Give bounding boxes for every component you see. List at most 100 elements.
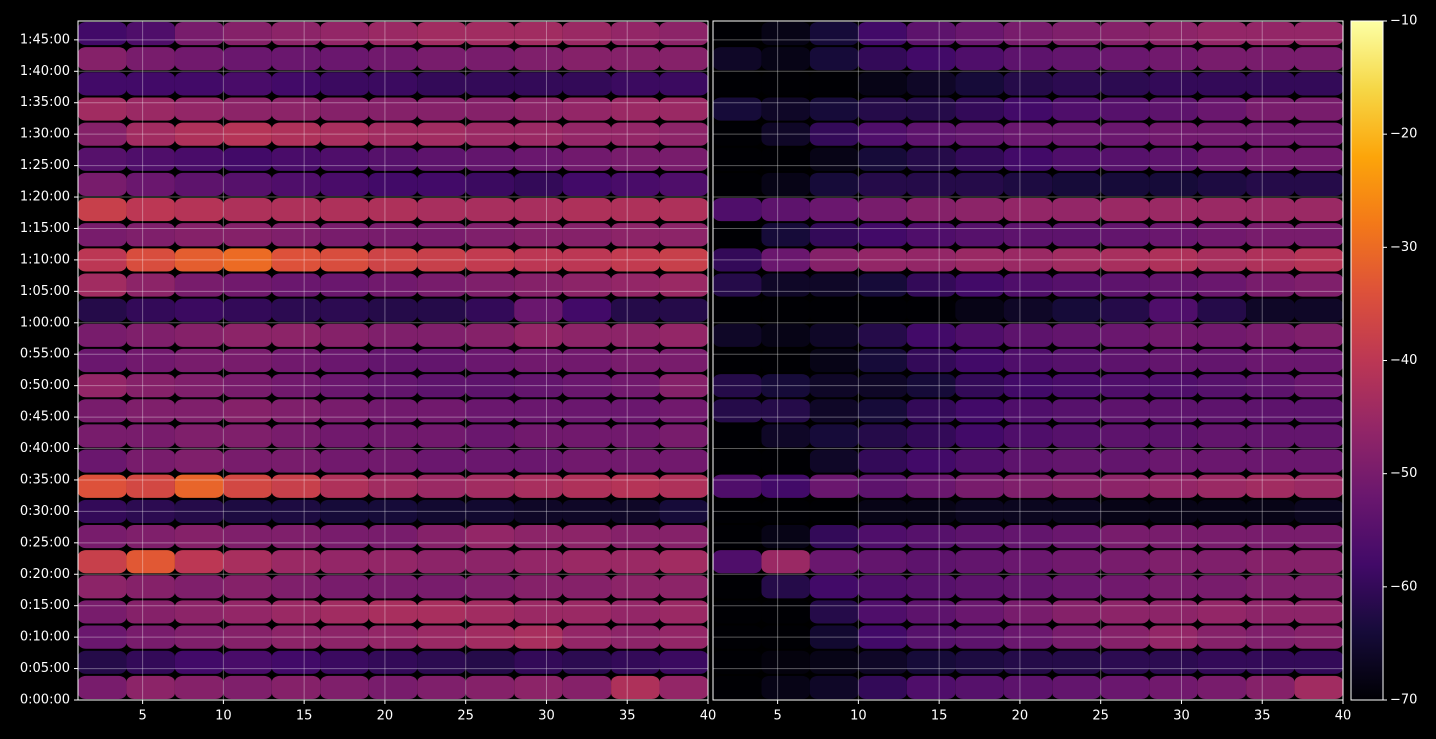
heatmap-cell — [78, 575, 127, 599]
heatmap-cell — [858, 223, 907, 247]
heatmap-cell — [562, 625, 612, 649]
heatmap-cell — [174, 47, 224, 71]
heatmap-cell — [659, 147, 708, 171]
heatmap-cell — [659, 575, 708, 599]
heatmap-cell — [809, 524, 859, 549]
heatmap-cell — [368, 600, 418, 624]
heatmap-cell — [1003, 47, 1053, 71]
heatmap-cell — [562, 22, 612, 46]
heatmap-cell — [1246, 248, 1295, 272]
heatmap-cell — [858, 625, 907, 649]
heatmap-cell — [858, 72, 907, 96]
heatmap-cell — [1149, 147, 1198, 171]
heatmap-cell — [1100, 449, 1150, 473]
heatmap-cell — [223, 122, 272, 146]
heatmap-cell — [368, 323, 418, 347]
heatmap-cell — [809, 348, 859, 373]
heatmap-cell — [659, 72, 708, 96]
heatmap-cell — [1052, 72, 1101, 96]
heatmap-cell — [126, 550, 175, 574]
heatmap-cell — [659, 399, 708, 423]
heatmap-cell — [761, 348, 810, 373]
heatmap-cell — [126, 122, 175, 146]
heatmap-cell — [659, 298, 708, 322]
heatmap-cell — [611, 675, 660, 699]
heatmap-cell — [1294, 424, 1343, 448]
colorbar-tick-label: −20 — [1390, 127, 1417, 142]
heatmap-cell — [809, 47, 859, 71]
heatmap-cell — [1052, 600, 1101, 624]
heatmap-cell — [611, 47, 660, 71]
heatmap-cell — [1149, 248, 1198, 272]
heatmap-cell — [1149, 172, 1198, 197]
heatmap-cell — [761, 298, 810, 322]
heatmap-cell — [1197, 374, 1247, 398]
heatmap-cell — [809, 72, 859, 96]
y-tick-label: 0:50:00 — [20, 378, 70, 393]
heatmap-cell — [761, 323, 810, 347]
heatmap-cell — [174, 650, 224, 674]
heatmap-cell — [1149, 198, 1198, 222]
heatmap-cell — [465, 348, 515, 373]
heatmap-cell — [78, 273, 127, 297]
y-tick-label: 0:55:00 — [20, 347, 70, 362]
heatmap-cell — [659, 47, 708, 71]
heatmap-cell — [1100, 298, 1150, 322]
heatmap-cell — [320, 600, 369, 624]
heatmap-cell — [809, 223, 859, 247]
heatmap-cell — [1197, 248, 1247, 272]
heatmap-cell — [1294, 474, 1343, 498]
heatmap-cell — [514, 198, 563, 222]
heatmap-cell — [858, 248, 907, 272]
heatmap-cell — [417, 348, 466, 373]
heatmap-cell — [761, 424, 810, 448]
heatmap-cell — [368, 424, 418, 448]
heatmap-cell — [659, 424, 708, 448]
heatmap-cell — [761, 72, 810, 96]
heatmap-cell — [1100, 348, 1150, 373]
heatmap-cell — [417, 248, 466, 272]
heatmap-cell — [223, 248, 272, 272]
heatmap-cell — [1246, 72, 1295, 96]
heatmap-cell — [78, 474, 127, 498]
heatmap-cell — [368, 248, 418, 272]
heatmap-cell — [465, 575, 515, 599]
heatmap-cell — [320, 399, 369, 423]
heatmap-cell — [906, 122, 956, 146]
heatmap-cell — [368, 374, 418, 398]
heatmap-cell — [1246, 298, 1295, 322]
heatmap-cell — [1003, 575, 1053, 599]
heatmap-cell — [713, 374, 762, 398]
heatmap-cell — [611, 97, 660, 121]
heatmap-cell — [713, 298, 762, 322]
heatmap-cell — [223, 47, 272, 71]
heatmap-cell — [1294, 499, 1343, 523]
colorbar-tick-label: −60 — [1390, 579, 1417, 594]
heatmap-cell — [1003, 22, 1053, 46]
heatmap-cell — [271, 374, 321, 398]
heatmap-cell — [955, 499, 1004, 523]
heatmap-cell — [562, 424, 612, 448]
heatmap-cell — [1003, 348, 1053, 373]
heatmap-cell — [417, 600, 466, 624]
heatmap-cell — [465, 97, 515, 121]
heatmap-cell — [955, 575, 1004, 599]
heatmap-cell — [1149, 47, 1198, 71]
heatmap-cell — [955, 72, 1004, 96]
heatmap-cell — [223, 298, 272, 322]
colorbar-tick-label: −40 — [1390, 353, 1417, 368]
heatmap-cell — [659, 449, 708, 473]
x-tick-label: 30 — [538, 709, 555, 724]
heatmap-cell — [1246, 273, 1295, 297]
heatmap-cell — [223, 172, 272, 197]
heatmap-cell — [1246, 399, 1295, 423]
heatmap-cell — [223, 575, 272, 599]
heatmap-cell — [761, 97, 810, 121]
heatmap-cell — [465, 449, 515, 473]
heatmap-cell — [417, 223, 466, 247]
heatmap-cell — [611, 147, 660, 171]
heatmap-cell — [368, 22, 418, 46]
heatmap-cell — [174, 374, 224, 398]
heatmap-cell — [1052, 248, 1101, 272]
heatmap-cell — [78, 172, 127, 197]
